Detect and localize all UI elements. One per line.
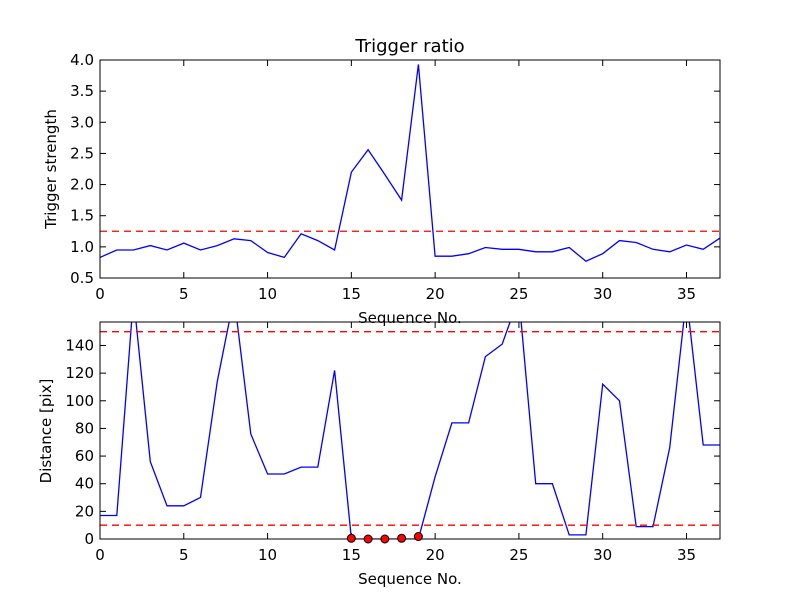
y-tick-label: 1.5 [70,207,94,225]
distance-chart: 0 5 10 15 20 25 30 35 0 20 40 60 80 100 120 140 Sequenc… [37,321,721,588]
x-tick-label: 0 [95,285,105,303]
x-tick-label: 15 [342,285,361,303]
x-tick-label: 30 [593,285,612,303]
y-axis-label: Trigger strength [42,109,60,230]
x-tick-label: 20 [426,546,445,564]
series-line-0 [100,322,720,539]
x-tick-label: 25 [509,285,528,303]
y-axis-label: Distance [pix] [37,379,55,484]
y-tick-label: 4.0 [70,51,94,69]
data-point-marker [380,534,390,544]
x-tick-label: 5 [179,546,189,564]
x-tick-label: 10 [258,546,277,564]
axes-frame [99,59,721,279]
x-tick-label: 0 [95,546,105,564]
x-tick-label: 35 [677,285,696,303]
plot-area [100,322,720,539]
y-tick-label: 2.0 [70,176,94,194]
tick-group: 0 5 10 15 20 25 30 35 0.5 1.0 1.5 2.0 2.5 3.0 3.5 4.0 [70,51,720,303]
y-tick-label: 1.0 [70,238,94,256]
y-tick-label: 140 [65,336,94,354]
tick-group: 0 5 10 15 20 25 30 35 0 20 40 60 80 100 120 140 [65,322,720,564]
y-tick-label: 2.5 [70,144,94,162]
plot-area [100,64,720,262]
y-tick-label: 0.5 [70,269,94,287]
y-tick-label: 40 [75,475,94,493]
x-tick-label: 5 [179,285,189,303]
data-point-marker [363,534,373,544]
x-tick-label: 35 [677,546,696,564]
y-tick-label: 3.5 [70,82,94,100]
y-tick-label: 20 [75,502,94,520]
data-point-marker [346,533,356,543]
x-axis-label: Sequence No. [358,309,462,327]
x-tick-label: 30 [593,546,612,564]
series-line-0 [100,64,720,262]
x-tick-label: 15 [342,546,361,564]
x-tick-label: 10 [258,285,277,303]
x-tick-label: 20 [426,285,445,303]
chart-title: Trigger ratio [354,36,464,57]
data-point-marker [413,532,423,542]
y-tick-label: 0 [84,530,94,548]
y-tick-label: 60 [75,447,94,465]
y-tick-label: 100 [65,392,94,410]
x-axis-label: Sequence No. [358,570,462,588]
y-tick-label: 80 [75,419,94,437]
x-tick-label: 25 [509,546,528,564]
y-tick-label: 3.0 [70,113,94,131]
axes-frame [99,321,721,540]
data-point-marker [397,533,407,543]
y-tick-label: 120 [65,364,94,382]
